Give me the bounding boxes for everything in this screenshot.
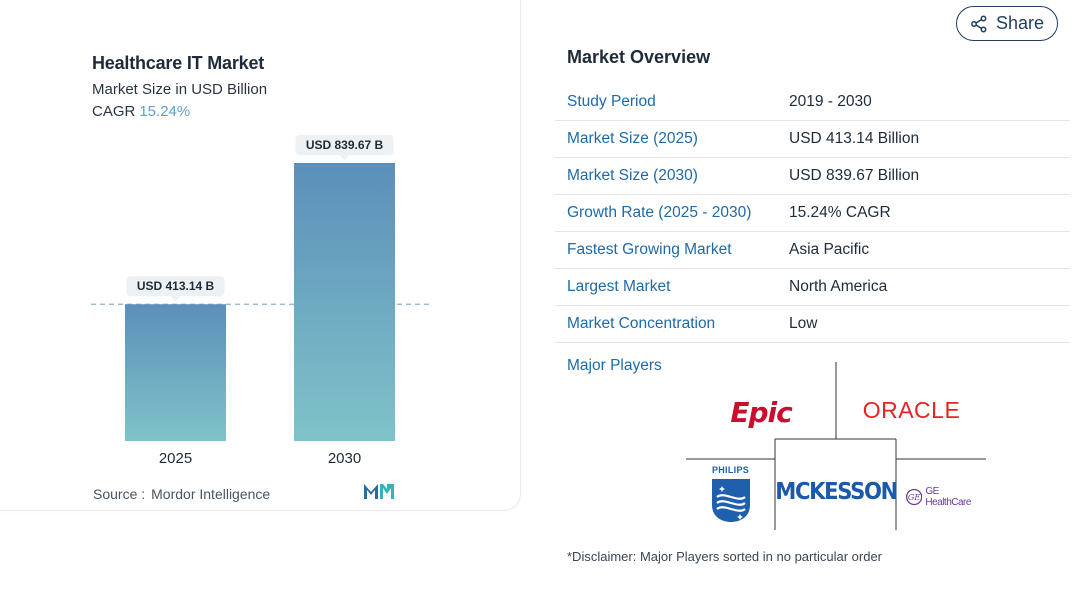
cagr-label: CAGR <box>92 103 136 120</box>
disclaimer: *Disclaimer: Major Players sorted in no … <box>567 549 883 564</box>
data-label: USD 413.14 B <box>137 279 215 293</box>
ge-logo-text: GE HealthCare <box>925 486 971 508</box>
x-tick-label: 2025 <box>159 450 192 467</box>
overview-value: North America <box>789 278 888 295</box>
mordor-intelligence-logo <box>364 484 394 499</box>
overview-label[interactable]: Fastest Growing Market <box>567 241 732 258</box>
data-label-badge <box>126 276 225 297</box>
data-label-pointer <box>170 296 181 302</box>
overview-label[interactable]: Study Period <box>567 93 656 110</box>
philips-logo-text: PHILIPS <box>711 465 750 475</box>
data-label-pointer <box>339 155 350 160</box>
svg-text:GE: GE <box>908 492 921 502</box>
players-grid-lines <box>686 362 986 530</box>
overview-row-fastest-growing: Fastest Growing Market Asia Pacific <box>555 232 1070 269</box>
share-label: Share <box>995 13 1045 33</box>
oracle-logo-text: ORACLE <box>862 396 961 423</box>
overview-value: 15.24% CAGR <box>789 204 891 221</box>
overview-row-concentration: Market Concentration Low <box>555 306 1070 343</box>
overview-label[interactable]: Market Concentration <box>567 315 716 332</box>
major-players-label[interactable]: Major Players <box>567 357 662 374</box>
cagr-value: 15.24% <box>139 103 191 120</box>
overview-label[interactable]: Largest Market <box>567 278 671 295</box>
chart-title: Healthcare IT Market <box>92 53 265 73</box>
oracle-logo[interactable]: ORACLE <box>844 396 979 424</box>
chart-subtitle: Market Size in USD Billion <box>92 81 268 98</box>
epic-logo-text: Epic <box>730 395 792 429</box>
overview-label[interactable]: Growth Rate (2025 - 2030) <box>567 204 752 221</box>
overview-row-market-size-2030: Market Size (2030) USD 839.67 Billion <box>555 158 1070 195</box>
x-tick-label: 2030 <box>328 450 361 467</box>
chart-source: Source : Mordor Intelligence <box>93 486 270 502</box>
overview-table: Study Period 2019 - 2030 Market Size (20… <box>555 84 1070 343</box>
philips-logo[interactable]: PHILIPS <box>708 464 753 524</box>
epic-logo[interactable]: Epic <box>706 394 816 430</box>
bar-2030 <box>294 163 395 441</box>
overview-value: 2019 - 2030 <box>789 93 872 110</box>
overview-value: Low <box>789 315 818 332</box>
share-icon <box>971 15 987 32</box>
mckesson-logo-text: MCKESSON <box>775 479 898 505</box>
bar-chart: USD 413.14 B 2025 USD 839.67 B 2030 <box>91 135 432 467</box>
ge-healthcare-logo[interactable]: GE GE HealthCare <box>906 484 981 510</box>
bar-2025 <box>125 304 226 441</box>
philips-shield-icon <box>711 479 750 522</box>
overview-value: USD 413.14 Billion <box>789 130 920 147</box>
chart-cagr: CAGR 15.24% <box>92 103 190 120</box>
overview-row-growth-rate: Growth Rate (2025 - 2030) 15.24% CAGR <box>555 195 1070 232</box>
overview-label[interactable]: Market Size (2030) <box>567 167 698 184</box>
overview-value: Asia Pacific <box>789 241 870 258</box>
major-players-grid: Epic ORACLE PHILIPS MCKESSON GE GE Healt… <box>686 360 986 530</box>
data-label-badge <box>295 135 394 155</box>
overview-row-largest-market: Largest Market North America <box>555 269 1070 306</box>
overview-title: Market Overview <box>567 47 711 67</box>
overview-row-market-size-2025: Market Size (2025) USD 413.14 Billion <box>555 121 1070 158</box>
overview-value: USD 839.67 Billion <box>789 167 920 184</box>
chart-card <box>0 0 521 511</box>
source-prefix: Source : <box>93 486 146 502</box>
overview-row-study-period: Study Period 2019 - 2030 <box>555 84 1070 121</box>
share-button[interactable]: Share <box>956 6 1058 41</box>
mckesson-logo[interactable]: MCKESSON <box>775 472 898 512</box>
data-label: USD 839.67 B <box>306 138 384 152</box>
overview-label[interactable]: Market Size (2025) <box>567 130 698 147</box>
source-name: Mordor Intelligence <box>151 486 271 502</box>
ge-monogram-icon: GE <box>906 488 923 506</box>
